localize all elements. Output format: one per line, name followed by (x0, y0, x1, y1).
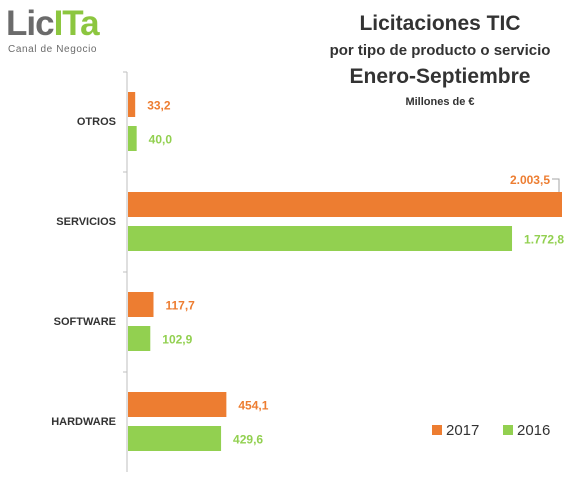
licita-logo: LicITa Canal de Negocio (6, 4, 118, 55)
category-label: OTROS (77, 116, 116, 128)
bar-2017 (128, 92, 136, 117)
data-label-2017: 2.003,5 (510, 173, 550, 187)
data-label-2016: 1.772,8 (524, 233, 564, 247)
data-label-leader (552, 178, 560, 192)
bar-2016 (128, 126, 137, 151)
logo-word-part1: Lic (6, 4, 55, 43)
category-label: HARDWARE (51, 416, 116, 428)
logo-tagline: Canal de Negocio (8, 44, 98, 55)
bar-2016 (128, 426, 222, 451)
bar-2017 (128, 292, 154, 317)
bar-2016 (128, 326, 151, 351)
logo-wordmark: LicITa (6, 4, 100, 44)
category-label: SOFTWARE (54, 316, 116, 328)
bar-2017 (128, 192, 562, 217)
chart-titles: Licitaciones TIC por tipo de producto o … (300, 12, 580, 110)
data-label-2017: 33,2 (147, 99, 171, 113)
data-label-2016: 429,6 (233, 433, 263, 447)
legend-label-2016: 2016 (517, 422, 550, 439)
data-label-2016: 102,9 (162, 333, 192, 347)
chart-unit: Millones de € (405, 96, 475, 108)
chart-subtitle: por tipo de producto o servicio (329, 42, 551, 59)
category-label: SERVICIOS (56, 216, 116, 228)
chart-title: Licitaciones TIC (359, 12, 521, 35)
bar-2017 (128, 392, 227, 417)
data-label-2017: 117,7 (165, 299, 195, 313)
legend-label-2017: 2017 (446, 422, 479, 439)
data-label-2017: 454,1 (238, 399, 268, 413)
legend-swatch-2017 (432, 425, 442, 435)
chart-period: Enero-Septiembre (349, 65, 531, 88)
legend-swatch-2016 (503, 425, 513, 435)
logo-word-part2: ITa (53, 4, 100, 43)
data-label-2016: 40,0 (149, 133, 173, 147)
bar-2016 (128, 226, 513, 251)
